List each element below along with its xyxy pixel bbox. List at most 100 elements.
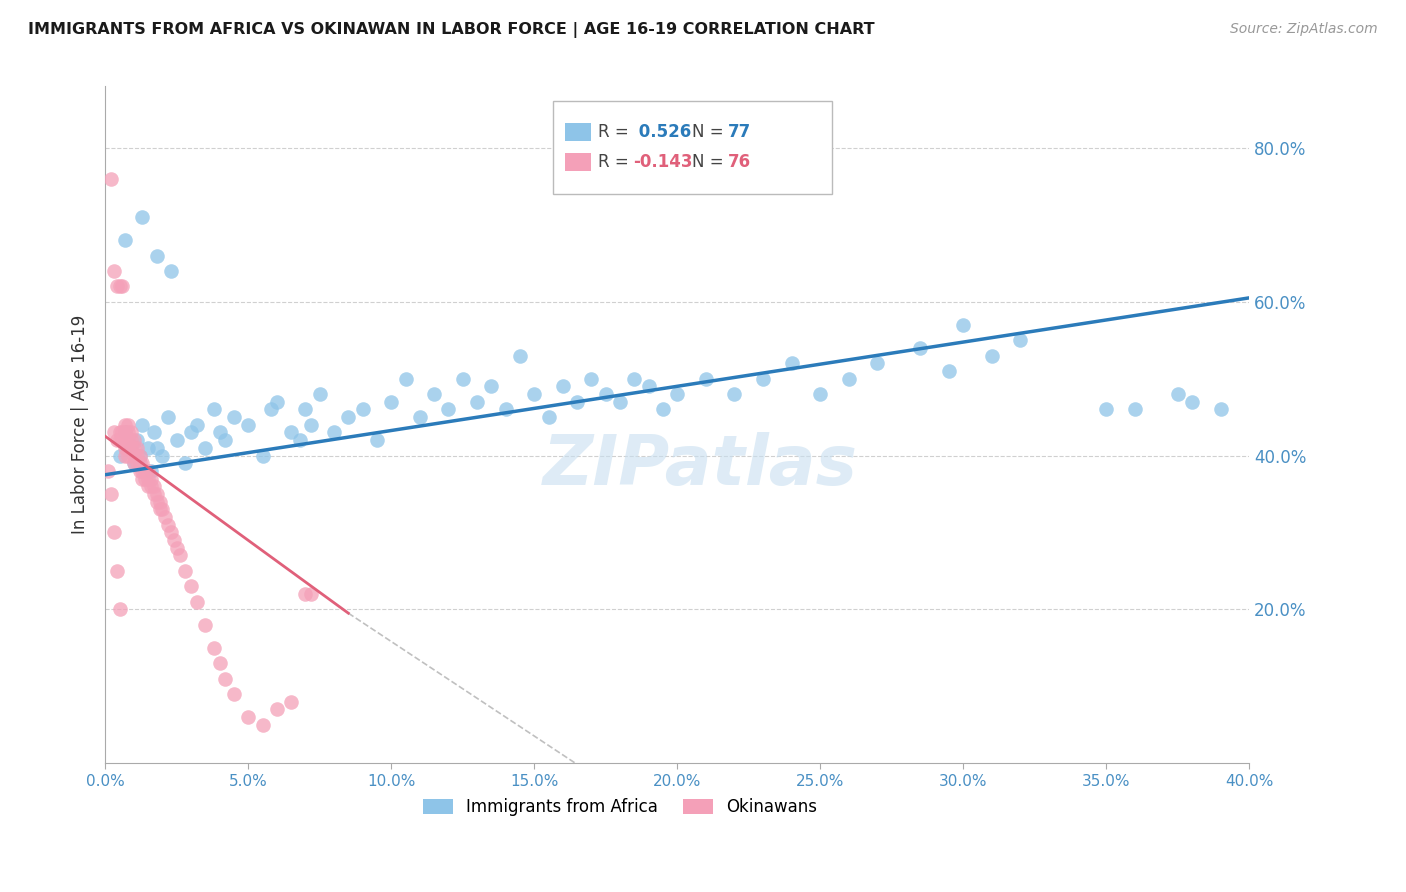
Point xyxy=(169,549,191,563)
Text: IMMIGRANTS FROM AFRICA VS OKINAWAN IN LABOR FORCE | AGE 16-19 CORRELATION CHART: IMMIGRANTS FROM AFRICA VS OKINAWAN IN LA… xyxy=(28,22,875,38)
Point xyxy=(451,371,474,385)
Point xyxy=(108,425,131,440)
Point xyxy=(97,464,120,478)
Point xyxy=(117,449,139,463)
Point xyxy=(214,672,236,686)
Point xyxy=(139,464,162,478)
Point xyxy=(155,510,177,524)
Point xyxy=(100,487,122,501)
Point xyxy=(103,525,125,540)
Point xyxy=(394,371,416,385)
Point xyxy=(288,433,311,447)
Point xyxy=(142,425,165,440)
Text: 76: 76 xyxy=(728,153,751,171)
Point xyxy=(565,394,588,409)
Point xyxy=(145,441,167,455)
Point xyxy=(111,433,134,447)
Point xyxy=(114,417,136,432)
Point xyxy=(1123,402,1146,417)
Point xyxy=(780,356,803,370)
Point xyxy=(352,402,374,417)
Point xyxy=(100,171,122,186)
Point xyxy=(160,525,183,540)
Point xyxy=(266,702,288,716)
Point xyxy=(495,402,517,417)
Point xyxy=(186,594,208,608)
Point xyxy=(222,410,245,425)
Text: 77: 77 xyxy=(728,123,752,141)
Point xyxy=(131,417,153,432)
Point xyxy=(166,541,188,555)
Point xyxy=(131,456,153,470)
Point xyxy=(136,464,159,478)
Point xyxy=(323,425,346,440)
Text: ZIPatlas: ZIPatlas xyxy=(543,432,858,499)
Point xyxy=(145,494,167,508)
Point xyxy=(202,402,225,417)
Point xyxy=(695,371,717,385)
Point xyxy=(152,449,174,463)
Point xyxy=(145,487,167,501)
Point xyxy=(108,433,131,447)
Point xyxy=(122,449,145,463)
Point xyxy=(131,472,153,486)
Point xyxy=(299,587,322,601)
Point xyxy=(114,233,136,247)
Point xyxy=(128,449,150,463)
Point xyxy=(108,449,131,463)
Point xyxy=(131,210,153,224)
Point xyxy=(105,433,128,447)
Point xyxy=(194,617,217,632)
Point xyxy=(523,387,546,401)
Point xyxy=(148,502,170,516)
Point xyxy=(157,410,180,425)
Point xyxy=(117,441,139,455)
Point xyxy=(120,425,142,440)
Point xyxy=(910,341,932,355)
Text: N =: N = xyxy=(692,123,728,141)
Point xyxy=(103,425,125,440)
Point xyxy=(666,387,689,401)
Point xyxy=(114,425,136,440)
Point xyxy=(637,379,659,393)
Point xyxy=(252,449,274,463)
Point xyxy=(174,456,197,470)
Point xyxy=(136,479,159,493)
Point xyxy=(114,433,136,447)
Point xyxy=(437,402,460,417)
Point xyxy=(174,564,197,578)
Point xyxy=(148,494,170,508)
Point xyxy=(380,394,402,409)
Point xyxy=(252,717,274,731)
Point xyxy=(117,417,139,432)
Point xyxy=(111,425,134,440)
Point xyxy=(125,456,148,470)
Y-axis label: In Labor Force | Age 16-19: In Labor Force | Age 16-19 xyxy=(72,315,89,534)
Point xyxy=(280,425,302,440)
Point xyxy=(120,433,142,447)
Point xyxy=(260,402,283,417)
Point xyxy=(202,640,225,655)
Point xyxy=(938,364,960,378)
Point xyxy=(131,464,153,478)
Point xyxy=(105,564,128,578)
Point xyxy=(122,441,145,455)
Text: R =: R = xyxy=(598,153,634,171)
Point xyxy=(134,464,156,478)
Text: Source: ZipAtlas.com: Source: ZipAtlas.com xyxy=(1230,22,1378,37)
Point xyxy=(409,410,432,425)
Legend: Immigrants from Africa, Okinawans: Immigrants from Africa, Okinawans xyxy=(416,791,824,822)
Point xyxy=(366,433,388,447)
Point xyxy=(194,441,217,455)
Point xyxy=(125,449,148,463)
Point xyxy=(581,371,603,385)
Point xyxy=(180,425,202,440)
Point xyxy=(163,533,186,547)
Point xyxy=(623,371,645,385)
Text: R =: R = xyxy=(598,123,634,141)
Point xyxy=(838,371,860,385)
Point xyxy=(609,394,631,409)
Point xyxy=(1095,402,1118,417)
Point xyxy=(136,472,159,486)
Point xyxy=(120,441,142,455)
